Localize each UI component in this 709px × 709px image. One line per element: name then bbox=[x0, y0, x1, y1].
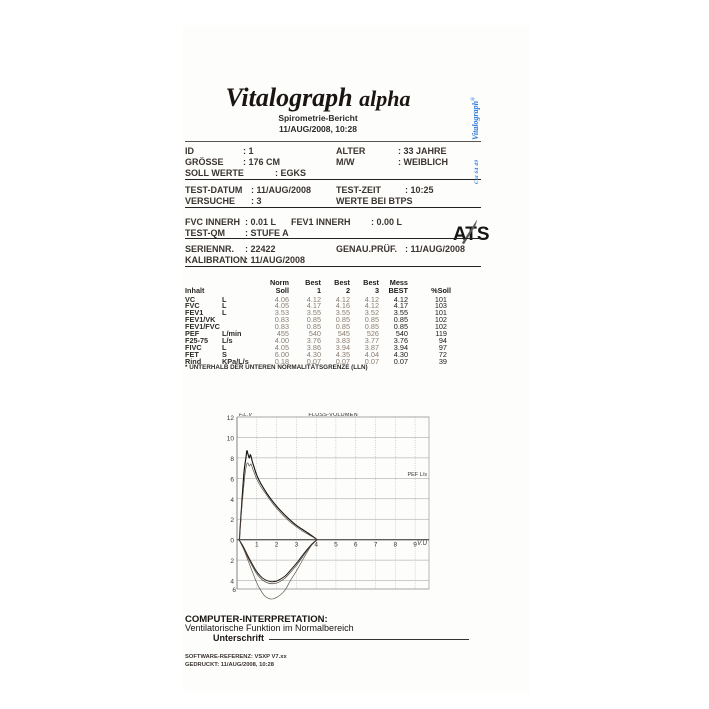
svg-text:2: 2 bbox=[230, 558, 234, 565]
svg-text:6: 6 bbox=[232, 587, 236, 594]
svg-text:8: 8 bbox=[230, 456, 234, 463]
svg-text:4: 4 bbox=[230, 579, 234, 586]
svg-text:12: 12 bbox=[227, 415, 235, 422]
svg-text:F.L.V: F.L.V bbox=[239, 413, 253, 418]
svg-text:1: 1 bbox=[255, 542, 259, 549]
svg-text:4: 4 bbox=[230, 497, 234, 504]
svg-text:3: 3 bbox=[295, 542, 299, 549]
svg-text:6: 6 bbox=[230, 476, 234, 483]
svg-text:0: 0 bbox=[230, 538, 234, 545]
svg-text:FLUSS-VOLUMEN: FLUSS-VOLUMEN bbox=[308, 413, 357, 418]
svg-text:10: 10 bbox=[227, 435, 235, 442]
svg-text:4: 4 bbox=[314, 542, 318, 549]
svg-text:7: 7 bbox=[374, 542, 378, 549]
svg-text:8: 8 bbox=[393, 542, 397, 549]
svg-text:6: 6 bbox=[354, 542, 358, 549]
svg-text:2: 2 bbox=[275, 542, 279, 549]
svg-text:PEF L/s: PEF L/s bbox=[407, 472, 427, 478]
svg-text:V.U: V.U bbox=[417, 540, 427, 547]
svg-text:2: 2 bbox=[230, 517, 234, 524]
svg-text:ATS: ATS bbox=[453, 224, 490, 245]
svg-text:5: 5 bbox=[334, 542, 338, 549]
